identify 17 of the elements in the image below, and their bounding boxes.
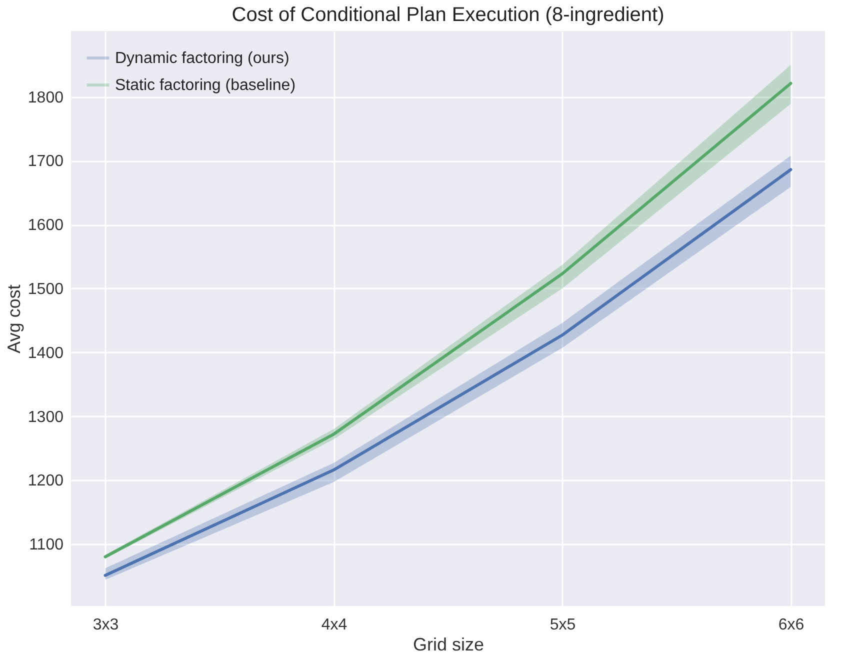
x-tick-label: 5x5 (550, 616, 576, 634)
x-tick-label: 6x6 (778, 616, 804, 634)
chart-title: Cost of Conditional Plan Execution (8-ingredient) (232, 4, 664, 26)
y-tick-label: 1100 (29, 536, 64, 554)
y-tick-label: 1400 (28, 344, 64, 362)
y-tick-label: 1800 (28, 89, 64, 106)
y-tick-label: 1600 (28, 217, 64, 234)
y-axis-title: Avg cost (4, 284, 24, 354)
y-tick-label: 1300 (28, 408, 64, 426)
legend-label: Dynamic factoring (ours) (115, 50, 290, 67)
y-tick-label: 1500 (28, 280, 64, 298)
x-axis-title: Grid size (412, 634, 484, 654)
y-tick-label: 1200 (28, 472, 64, 490)
legend-label: Static factoring (baseline) (115, 77, 296, 94)
y-tick-label: 1700 (28, 153, 64, 170)
x-tick-label: 3x3 (92, 616, 119, 634)
x-tick-label: 4x4 (321, 616, 348, 634)
